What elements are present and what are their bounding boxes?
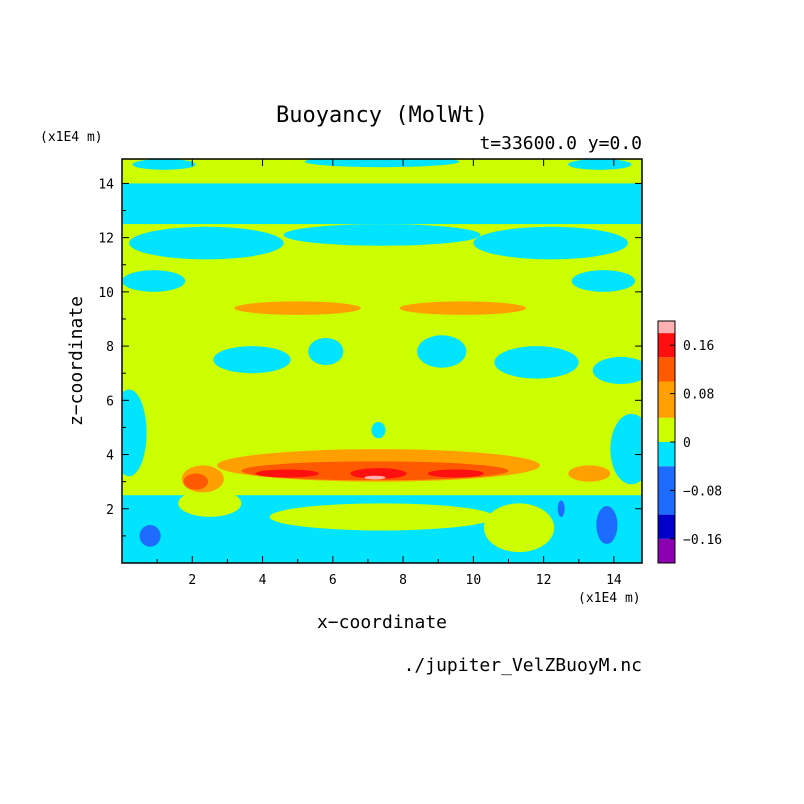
y-unit-label: (x1E4 m) [40, 130, 103, 145]
contour-region-lower-peak-3 [427, 469, 484, 478]
contour-region-mid-neg-blob-1 [213, 346, 291, 374]
colorbar-segment [658, 357, 675, 382]
x-unit-label: (x1E4 m) [578, 591, 641, 606]
contour-region-mid-neg-blob-6 [371, 422, 386, 439]
colorbar-segment [658, 417, 675, 442]
colorbar-segment [658, 442, 675, 467]
contour-region-right-neg-edge [610, 413, 642, 485]
y-axis-label: z−coordinate [66, 296, 87, 426]
x-axis-label: x−coordinate [317, 612, 447, 633]
colorbar-segment [658, 466, 675, 515]
contour-region-mid-neg-blob-2 [308, 337, 344, 366]
contour-region-lower-blue-mid [557, 500, 565, 517]
colorbar-tick-label: −0.08 [683, 484, 722, 499]
colorbar: 0.16 0.08 0 −0.08 −0.16 [657, 320, 722, 564]
y-tick-label: 6 [106, 394, 114, 409]
contour-region-upper-neg-band [122, 183, 642, 225]
contour-region-lower-pos-tongue [269, 503, 495, 531]
contour-region-mid-pos-band-left [234, 301, 361, 315]
y-tick-label: 12 [98, 232, 114, 247]
contour-region-mid-neg-blob-4 [494, 346, 579, 379]
contour-region-lower-peak-1 [255, 469, 319, 478]
x-tick-label: 8 [399, 573, 407, 588]
contour-region-lower-pos-right [568, 465, 611, 482]
contour-region-upper-neg-right-low [571, 270, 635, 292]
y-tick-label: 2 [106, 503, 114, 518]
contour-field [122, 159, 642, 563]
contour-region-top-neg-spot-2 [568, 159, 632, 170]
y-tick-label: 8 [106, 340, 114, 355]
x-tick-label: 14 [606, 573, 622, 588]
y-tick-label: 10 [98, 286, 114, 301]
contour-region-lower-max [364, 475, 386, 480]
y-tick-label: 14 [98, 177, 114, 192]
colorbar-segment [658, 538, 675, 563]
x-tick-label: 12 [536, 573, 552, 588]
colorbar-tick-label: 0.08 [683, 388, 714, 403]
contour-region-lower-blue-right [596, 506, 618, 545]
contour-region-upper-neg-left-low [122, 270, 186, 292]
contour-region-top-neg-spot-1 [132, 159, 196, 170]
contour-region-upper-neg-mid [283, 224, 481, 246]
x-tick-label: 2 [188, 573, 196, 588]
contour-region-lower-blue-left [139, 525, 161, 547]
colorbar-segment [658, 321, 675, 334]
x-axis: 2 4 6 8 10 12 14 [156, 159, 622, 588]
colorbar-segment [658, 514, 675, 539]
plot-frame [121, 158, 643, 564]
x-tick-label: 6 [329, 573, 337, 588]
contour-region-upper-neg-left [129, 226, 284, 260]
colorbar-tick-label: −0.16 [683, 533, 722, 548]
contour-region-mid-neg-blob-3 [417, 335, 467, 368]
source-filename: ./jupiter_VelZBuoyM.nc [404, 655, 642, 676]
x-tick-label: 4 [259, 573, 267, 588]
colorbar-segment [658, 381, 675, 418]
contour-region-lower-strong-left [183, 473, 209, 490]
colorbar-tick-label: 0 [683, 436, 691, 451]
chart-subtitle: t=33600.0 y=0.0 [479, 133, 642, 154]
chart-title: Buoyancy (MolWt) [276, 103, 488, 128]
colorbar-tick-label: 0.16 [683, 339, 714, 354]
colorbar-segment [658, 333, 675, 358]
contour-region-left-neg-edge [122, 389, 147, 477]
contour-region-upper-neg-right [473, 226, 628, 260]
y-axis: 2 4 6 8 10 12 14 [98, 177, 642, 537]
contour-region-mid-neg-blob-5 [592, 356, 642, 385]
contour-region-mid-pos-band-right [399, 301, 527, 315]
contour-region-lower-peak-2 [350, 468, 407, 479]
y-tick-label: 4 [106, 449, 114, 464]
contour-region-lower-pos-tongue-right [483, 503, 555, 553]
x-tick-label: 10 [466, 573, 482, 588]
contour-region-top-neg-spot-3 [304, 159, 460, 168]
contour-region-lower-pos-tongue-left [178, 489, 242, 517]
